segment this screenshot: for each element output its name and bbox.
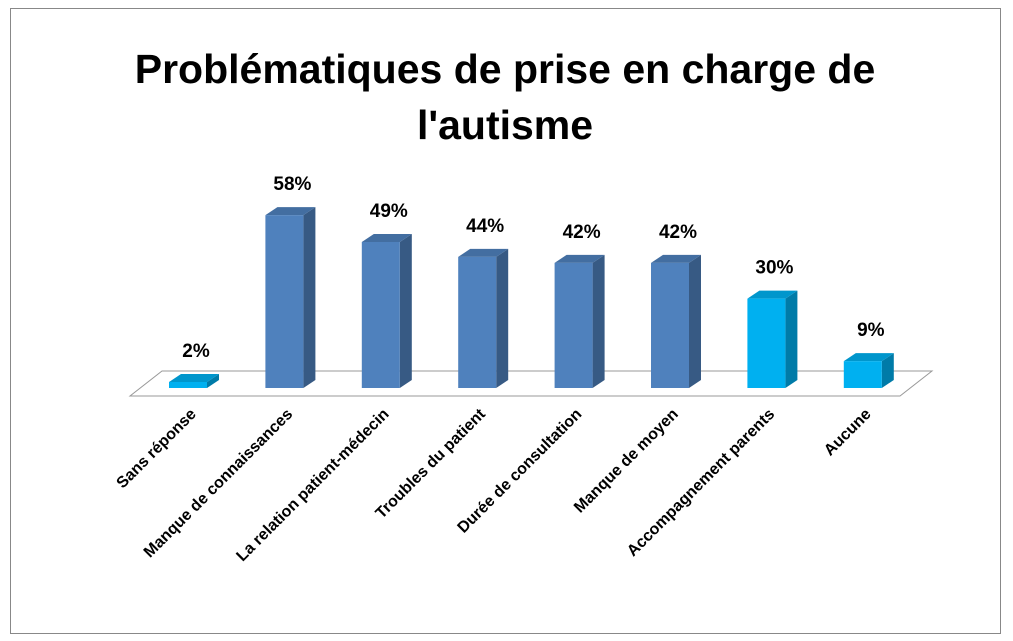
bar-front [747, 298, 786, 388]
value-label: 30% [755, 258, 793, 279]
bar-side [207, 374, 219, 388]
bar-top [843, 353, 894, 362]
value-label: 44% [466, 216, 504, 237]
chart-title: Problématiques de prise en charge de [135, 46, 876, 92]
bar-side [785, 290, 798, 388]
bar [361, 233, 412, 388]
bar [747, 290, 798, 388]
bar-top [458, 248, 509, 257]
chart-title: l'autisme [417, 102, 593, 148]
bar-front [169, 382, 207, 388]
bar [169, 374, 219, 388]
bar-front [651, 262, 689, 388]
bar-front [265, 215, 304, 388]
bar [843, 353, 894, 388]
bar [458, 248, 509, 388]
value-label: 2% [182, 341, 210, 362]
bar [265, 207, 316, 388]
bar-front [554, 262, 593, 388]
bar-top [554, 254, 605, 263]
value-label: 9% [857, 320, 885, 341]
bar-side [689, 254, 701, 388]
bar-front [361, 241, 400, 388]
bar-side [399, 233, 412, 388]
bar-front [843, 361, 882, 388]
bar-top [265, 207, 316, 216]
bar-top [361, 233, 412, 242]
value-label: 42% [563, 222, 601, 243]
value-label: 42% [659, 222, 697, 243]
value-label: 58% [273, 174, 311, 195]
floor [128, 370, 934, 397]
bar-side [592, 254, 605, 388]
bar-top [747, 290, 798, 299]
bar-top [651, 254, 701, 263]
bar-front [458, 256, 497, 388]
bar-side [303, 207, 316, 388]
value-label: 49% [370, 201, 408, 222]
bar-side [881, 353, 894, 388]
bar [554, 254, 605, 388]
bar-top [169, 374, 219, 383]
bar [651, 254, 701, 388]
bar-side [496, 248, 509, 388]
